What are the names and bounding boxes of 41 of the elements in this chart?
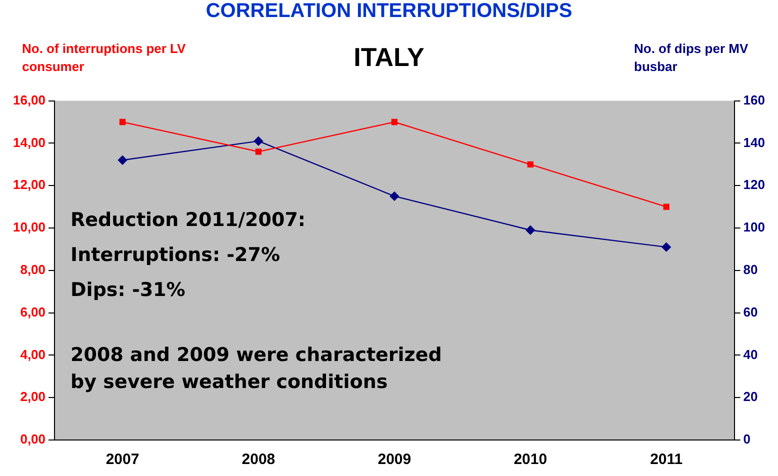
point bbox=[254, 136, 264, 146]
point bbox=[390, 192, 400, 201]
y2-tick-label: 120 bbox=[743, 177, 766, 192]
x-tick-label: 2008 bbox=[242, 451, 276, 468]
x-tick-label: 2009 bbox=[378, 451, 412, 468]
annotation: Interruptions: -27% bbox=[70, 244, 280, 266]
y-tick-label: 12,00 bbox=[12, 177, 46, 192]
y-tick-label: 0,00 bbox=[20, 432, 46, 447]
y2-tick-label: 60 bbox=[743, 304, 758, 320]
y2-tick-label: 160 bbox=[743, 92, 766, 108]
point bbox=[526, 226, 535, 235]
y-axis-title: No. of interruptions per LV consumer bbox=[22, 40, 187, 76]
x-tick-label: 2010 bbox=[514, 451, 548, 468]
annotation: Reduction 2011/2007: bbox=[70, 208, 306, 231]
point bbox=[255, 148, 262, 155]
y-tick-label: 14,00 bbox=[12, 134, 46, 150]
y-tick-label: 8,00 bbox=[20, 262, 46, 277]
annotation: Dips: -31% bbox=[70, 278, 186, 301]
y2-tick-label: 100 bbox=[743, 220, 766, 235]
x-tick-label: 2011 bbox=[650, 451, 683, 468]
point bbox=[662, 242, 671, 252]
point bbox=[663, 204, 670, 210]
y2-tick-label: 140 bbox=[743, 134, 766, 150]
y2-tick-label: 80 bbox=[743, 262, 758, 277]
chart-subtitle: ITALY bbox=[354, 42, 424, 72]
point bbox=[119, 118, 126, 126]
annotation: 2008 and 2009 were characterized by severe weather conditions bbox=[70, 344, 442, 393]
point bbox=[527, 161, 534, 168]
y-tick-label: 16,00 bbox=[12, 92, 46, 108]
x-tick-label: 2007 bbox=[106, 451, 140, 468]
y2-tick-label: 40 bbox=[743, 346, 758, 362]
y2-tick-label: 0 bbox=[743, 432, 751, 447]
chart-title: CORRELATION INTERRUPTIONS/DIPS bbox=[204, 0, 574, 23]
point bbox=[118, 156, 128, 165]
y2-tick-label: 20 bbox=[743, 389, 758, 404]
y2-axis-title: No. of dips per MV busbar bbox=[634, 40, 750, 76]
y-tick-label: 4,00 bbox=[20, 346, 46, 362]
y-tick-label: 2,00 bbox=[20, 389, 46, 404]
y-tick-label: 6,00 bbox=[20, 304, 46, 320]
y-tick-label: 10,00 bbox=[12, 220, 46, 235]
point bbox=[391, 118, 398, 126]
